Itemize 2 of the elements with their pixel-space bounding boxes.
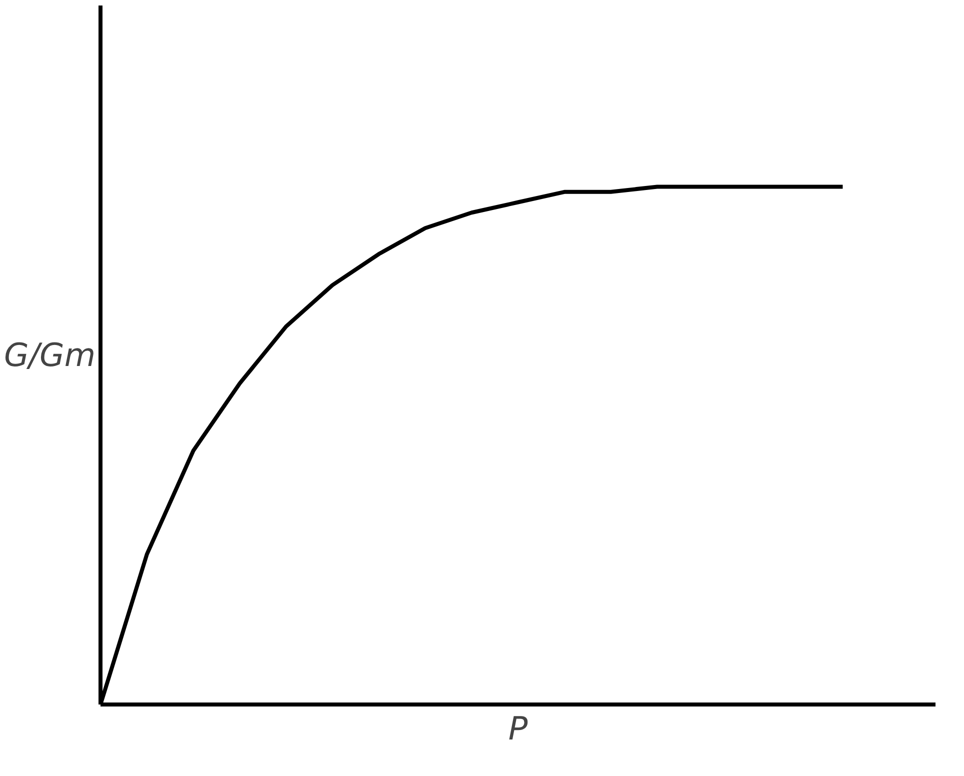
- x-axis-title: P: [508, 710, 528, 748]
- y-axis-title: G/Gm: [4, 336, 96, 374]
